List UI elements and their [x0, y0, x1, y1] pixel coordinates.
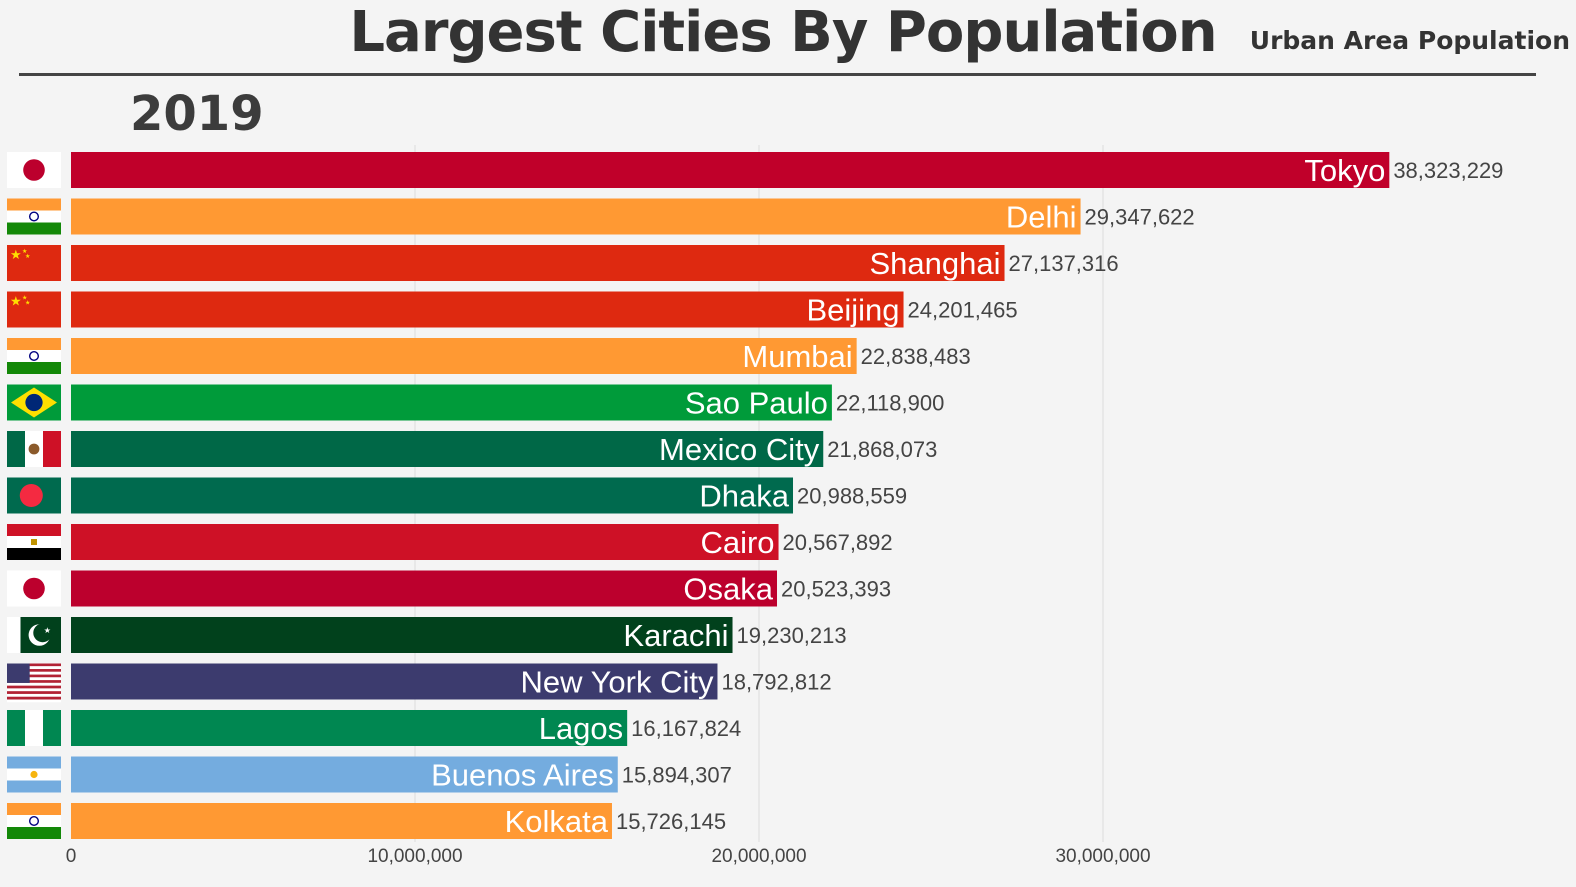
- bar: [71, 617, 733, 653]
- bar-label: Buenos Aires: [431, 758, 614, 793]
- bar: [71, 477, 794, 514]
- title-divider: [19, 73, 1536, 76]
- value-label: 27,137,316: [1009, 251, 1119, 276]
- mexico-flag: [7, 431, 61, 467]
- china-flag: ★ ★★: [7, 245, 61, 281]
- bar: [71, 663, 718, 700]
- brazil-flag: [7, 384, 61, 421]
- value-label: 15,726,145: [616, 809, 726, 834]
- value-label: 24,201,465: [908, 298, 1018, 323]
- japan-flag: [7, 152, 61, 188]
- bar: [71, 338, 857, 374]
- svg-text:★: ★: [22, 295, 27, 302]
- x-tick-label: 30,000,000: [1055, 846, 1150, 867]
- value-label: 18,792,812: [721, 670, 831, 695]
- chart-title: Largest Cities By Population: [0, 0, 1576, 65]
- india-flag: [7, 803, 61, 839]
- svg-text:★: ★: [44, 626, 51, 635]
- value-label: 15,894,307: [622, 763, 732, 788]
- x-tick-label: 20,000,000: [711, 846, 806, 867]
- chart-subtitle: Urban Area Population: [1249, 26, 1570, 55]
- bar: [71, 570, 778, 607]
- bar-label: Beijing: [806, 293, 899, 328]
- india-flag: [7, 338, 61, 374]
- bar: [71, 710, 628, 746]
- bar-label: New York City: [521, 665, 714, 700]
- value-label: 20,988,559: [797, 484, 907, 509]
- value-label: 19,230,213: [737, 623, 847, 648]
- bar-label: Tokyo: [1304, 153, 1385, 188]
- bar: [71, 291, 904, 328]
- value-label: 22,118,900: [836, 391, 944, 416]
- svg-text:★: ★: [25, 253, 30, 260]
- bar-label: Lagos: [539, 711, 623, 746]
- japan-flag: [7, 570, 61, 607]
- x-tick-label: 10,000,000: [367, 846, 462, 867]
- pakistan-flag: ★: [7, 617, 61, 653]
- value-label: 29,347,622: [1085, 205, 1195, 230]
- x-tick-label: 0: [66, 846, 77, 867]
- bangladesh-flag: [7, 477, 61, 514]
- value-label: 16,167,824: [631, 716, 741, 741]
- value-label: 20,567,892: [783, 530, 893, 555]
- svg-text:★: ★: [25, 300, 30, 307]
- bar-label: Sao Paulo: [685, 386, 828, 421]
- usa-flag: [7, 663, 61, 703]
- chart-title-text: Largest Cities By Population: [349, 0, 1217, 65]
- bar: [71, 756, 618, 793]
- bar: [71, 152, 1390, 188]
- bar-label: Karachi: [623, 618, 728, 653]
- nigeria-flag: [7, 710, 61, 746]
- bar: [71, 384, 832, 421]
- egypt-flag: [7, 524, 61, 560]
- bar-label: Mexico City: [659, 432, 820, 467]
- value-label: 38,323,229: [1393, 158, 1503, 183]
- bar: [71, 198, 1081, 235]
- svg-text:★: ★: [10, 295, 22, 310]
- bar: [71, 431, 824, 467]
- argentina-flag: [7, 756, 61, 793]
- bar-label: Mumbai: [742, 339, 852, 374]
- svg-text:★: ★: [10, 248, 22, 263]
- bar-label: Shanghai: [870, 246, 1001, 281]
- bar-label: Osaka: [683, 572, 773, 607]
- value-label: 20,523,393: [781, 577, 891, 602]
- bar: [71, 245, 1005, 281]
- bar: [71, 803, 612, 839]
- year-label: 2019: [130, 86, 264, 142]
- bar-label: Cairo: [700, 525, 774, 560]
- svg-text:★: ★: [22, 248, 27, 255]
- bar: [71, 524, 779, 560]
- india-flag: [7, 198, 61, 235]
- china-flag: ★ ★★: [7, 291, 61, 328]
- bar-label: Delhi: [1006, 200, 1077, 235]
- bar-label: Dhaka: [699, 479, 789, 514]
- bar-label: Kolkata: [505, 804, 609, 839]
- value-label: 21,868,073: [827, 437, 937, 462]
- value-label: 22,838,483: [861, 344, 971, 369]
